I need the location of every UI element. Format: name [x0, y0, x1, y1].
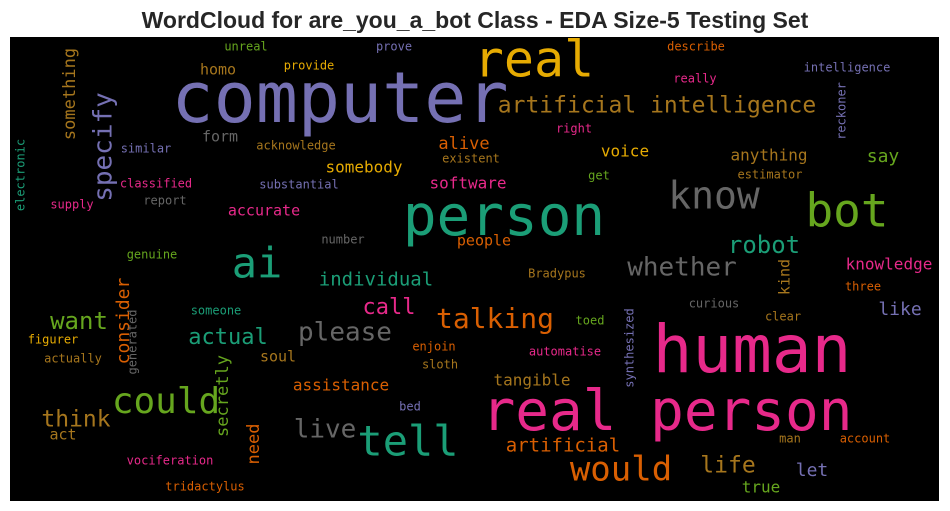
word-automatise: automatise: [529, 345, 601, 359]
word-number: number: [321, 233, 364, 247]
wordcloud-canvas: computer human real person person real bot tel…: [10, 37, 939, 501]
word-computer: computer: [171, 57, 508, 139]
word-acknowledge: acknowledge: [256, 139, 335, 153]
word-human: human: [653, 311, 852, 388]
word-knowledge: knowledge: [846, 255, 933, 274]
word-call: call: [363, 295, 416, 320]
word-sloth: sloth: [422, 358, 458, 372]
word-anything: anything: [730, 146, 807, 165]
word-individual: individual: [319, 269, 433, 291]
word-tangible: tangible: [493, 371, 570, 390]
word-vociferation: vociferation: [127, 454, 214, 468]
word-toed: toed: [576, 314, 605, 328]
word-robot: robot: [728, 231, 800, 259]
word-figurer: figurer: [28, 333, 79, 347]
word-right: right: [556, 122, 592, 136]
chart-title: WordCloud for are_you_a_bot Class - EDA …: [141, 7, 809, 33]
word-bradypus: Bradypus: [528, 267, 586, 281]
word-think: think: [41, 407, 110, 433]
word-man: man: [779, 432, 801, 446]
word-substantial: substantial: [259, 178, 338, 192]
word-know: know: [668, 174, 760, 218]
word-real-person: real person: [482, 379, 853, 444]
word-tell: tell: [357, 417, 458, 466]
word-voice: voice: [601, 142, 649, 161]
word-want: want: [50, 307, 108, 335]
word-act: act: [49, 426, 76, 444]
word-could: could: [112, 381, 220, 422]
word-someone: someone: [191, 304, 242, 318]
word-form: form: [202, 128, 238, 146]
word-estimator: estimator: [737, 168, 802, 182]
word-three: three: [845, 280, 881, 294]
word-clear: clear: [765, 310, 801, 324]
word-bot: bot: [805, 184, 888, 238]
word-bed: bed: [399, 400, 421, 414]
word-kind: kind: [776, 259, 794, 295]
word-artificial-intelligence: artificial intelligence: [498, 93, 817, 119]
word-get: get: [588, 169, 610, 183]
word-specify: specify: [89, 92, 119, 202]
word-live: live: [294, 415, 357, 445]
word-actually: actually: [44, 352, 102, 366]
word-would: would: [570, 450, 672, 490]
word-describe: describe: [667, 40, 725, 54]
word-consider: consider: [113, 277, 134, 364]
word-actual: actual: [188, 325, 267, 350]
word-soul: soul: [260, 348, 296, 366]
word-tridactylus: tridactylus: [165, 480, 244, 494]
word-people: people: [457, 232, 511, 250]
word-classified: classified: [120, 177, 192, 191]
word-alive: alive: [438, 134, 489, 154]
word-say: say: [867, 146, 900, 167]
word-true: true: [742, 478, 781, 497]
word-homo: homo: [200, 61, 236, 79]
word-assistance: assistance: [293, 376, 389, 395]
word-artificial: artificial: [506, 435, 620, 457]
word-please: please: [298, 318, 392, 348]
word-something: something: [60, 48, 80, 140]
word-need: need: [244, 424, 264, 465]
word-somebody: somebody: [325, 158, 402, 177]
word-synthesized: synthesized: [623, 308, 637, 387]
word-similar: similar: [121, 142, 172, 156]
word-supply: supply: [50, 198, 93, 212]
word-person: person: [403, 184, 605, 249]
word-electronic: electronic: [14, 139, 28, 211]
word-provide: provide: [284, 59, 335, 73]
word-enjoin: enjoin: [412, 340, 455, 354]
word-intelligence: intelligence: [804, 61, 891, 75]
word-software: software: [429, 174, 506, 193]
word-existent: existent: [442, 152, 500, 166]
word-real: real: [474, 37, 594, 89]
word-reckoner: reckoner: [835, 82, 849, 140]
word-genuine: genuine: [127, 248, 178, 262]
word-report: report: [143, 194, 186, 208]
word-talking: talking: [436, 302, 554, 335]
word-like: like: [878, 299, 921, 320]
word-generated: generated: [126, 309, 140, 374]
word-unreal: unreal: [224, 40, 267, 54]
word-curious: curious: [689, 297, 740, 311]
word-really: really: [673, 72, 716, 86]
word-prove: prove: [376, 40, 412, 54]
word-life: life: [700, 453, 755, 479]
word-accurate: accurate: [228, 202, 300, 220]
word-whether: whether: [627, 253, 737, 283]
word-secretly: secretly: [213, 355, 233, 437]
word-let: let: [796, 460, 829, 481]
word-ai: ai: [232, 239, 283, 288]
word-account: account: [840, 432, 891, 446]
